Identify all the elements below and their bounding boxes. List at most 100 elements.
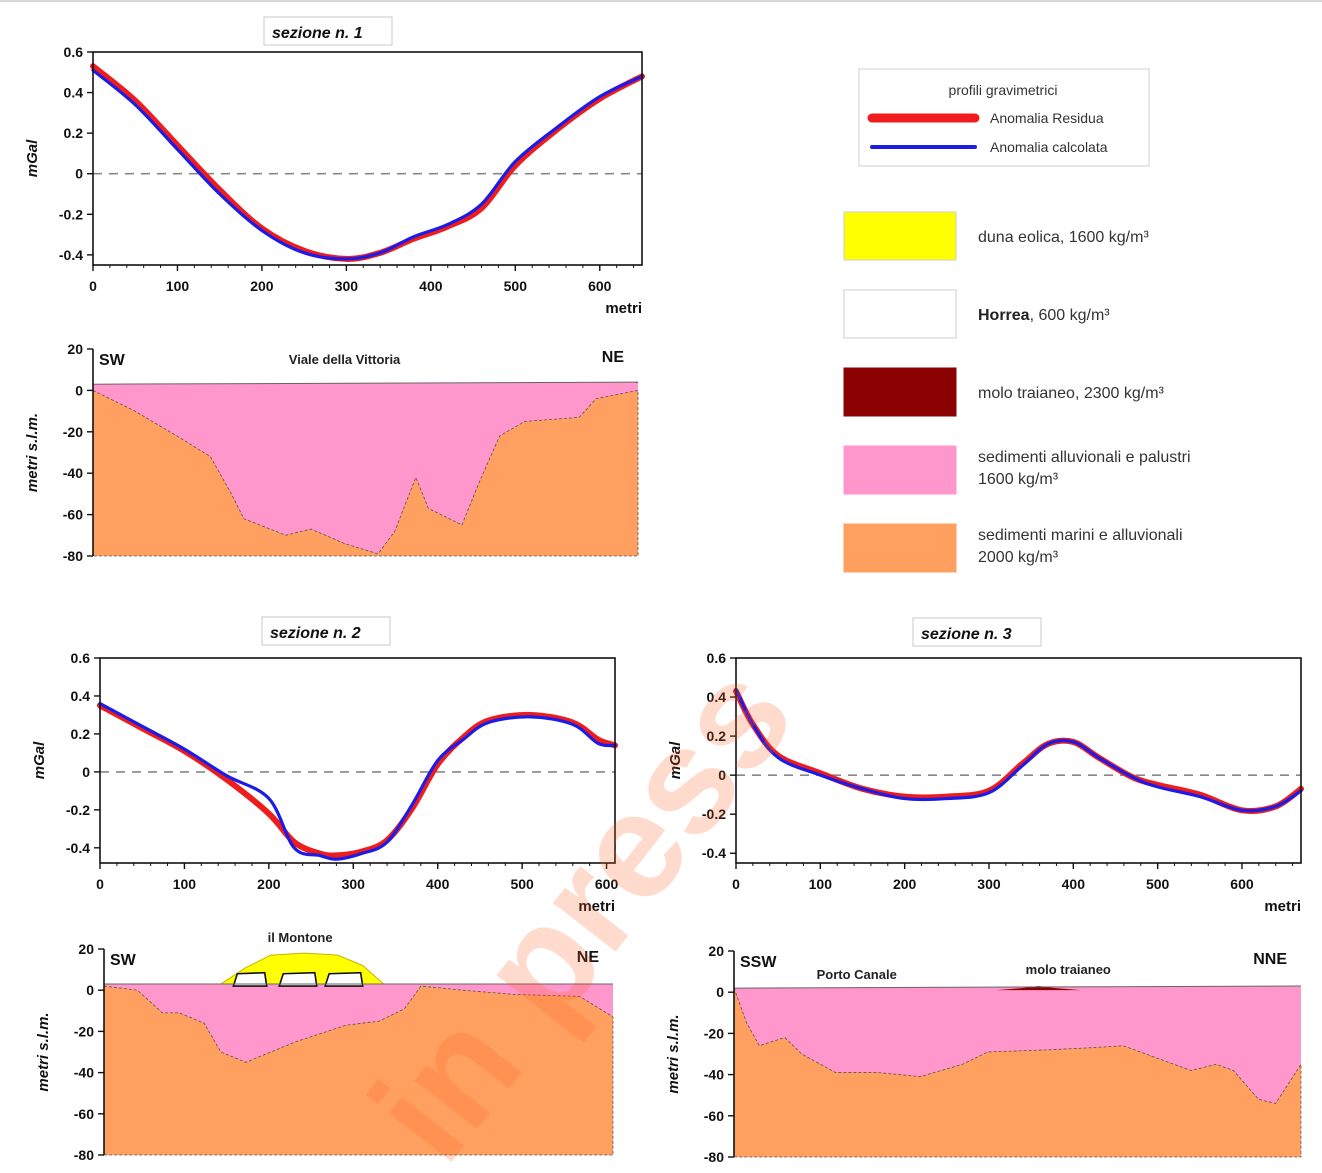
- top-rule: [0, 0, 1322, 2]
- y-tick-label: -0.4: [66, 840, 90, 856]
- plot-frame: [92, 51, 643, 266]
- chart-2: 20 0 -20 -40 -60 -80 metri s.l.m. SW NE Viale del…: [24, 341, 639, 564]
- surface-line: [733, 985, 1302, 989]
- y-tick-label: -20: [704, 1025, 724, 1041]
- x-tick-label: 0: [89, 278, 97, 294]
- legend: profili gravimetrici Anomalia Residua Anom…: [843, 68, 1191, 573]
- y-tick-label: 0.4: [64, 85, 84, 101]
- y-tick-label: -60: [74, 1106, 94, 1122]
- y-tick-label: -0.2: [66, 802, 90, 818]
- y-tick-label: -20: [63, 424, 83, 440]
- x-tick-label: 400: [419, 278, 443, 294]
- x-tick-label: 500: [510, 876, 534, 892]
- x-tick-label: 300: [342, 876, 366, 892]
- y-axis-label: metri s.l.m.: [24, 413, 41, 492]
- horrea-block: [232, 971, 268, 987]
- y-tick-label: 0: [86, 982, 94, 998]
- y-tick-label: 0: [82, 764, 90, 780]
- direction-left: SW: [99, 352, 126, 369]
- x-axis-label: metri: [1264, 898, 1301, 915]
- material-swatch: [843, 211, 957, 261]
- material-label: sedimenti marini e alluvionali: [978, 527, 1183, 544]
- chart-5: sezione n. 3 0 100 200 300 400 500 600 0.6 0.4 0.2…: [667, 617, 1304, 915]
- legend-label: Anomalia calcolata: [990, 139, 1108, 155]
- y-tick-label: -80: [704, 1149, 724, 1165]
- y-tick-label: 0.6: [64, 44, 84, 60]
- legend-label: Anomalia Residua: [990, 110, 1104, 126]
- chart-title-box: [261, 616, 391, 646]
- y-axis-label: metri s.l.m.: [35, 1012, 52, 1091]
- chart-4: 20 0 -20 -40 -60 -80 metri s.l.m. SW NE il Monton…: [35, 930, 614, 1163]
- plot-frame: [99, 657, 616, 864]
- x-tick-label: 0: [96, 876, 104, 892]
- dune-outline: [219, 952, 385, 985]
- y-tick-label: -60: [63, 507, 83, 523]
- horrea-block: [278, 971, 318, 987]
- x-axis-label: metri: [605, 300, 642, 317]
- place-label-2: molo traianeo: [1026, 962, 1111, 977]
- x-tick-label: 0: [732, 876, 740, 892]
- y-axis-label: mGal: [24, 139, 41, 177]
- chart-title: sezione n. 3: [921, 626, 1012, 643]
- legend-title: profili gravimetrici: [949, 82, 1058, 98]
- series-line-calcolata: [91, 68, 644, 261]
- y-tick-label: 0.4: [707, 689, 727, 705]
- x-tick-label: 100: [173, 876, 197, 892]
- marine-sediment-layer: [103, 985, 614, 1156]
- x-tick-label: 600: [595, 876, 619, 892]
- x-tick-label: 100: [166, 278, 190, 294]
- material-swatch: [843, 367, 957, 417]
- chart-title: sezione n. 1: [272, 25, 363, 42]
- direction-right: NE: [577, 949, 600, 966]
- place-label: Porto Canale: [817, 967, 897, 982]
- direction-left: SSW: [740, 954, 777, 971]
- chart-title-box: [912, 617, 1042, 647]
- marine-sediment-layer: [92, 389, 639, 557]
- x-tick-label: 600: [1230, 876, 1254, 892]
- surface-line: [92, 381, 639, 385]
- material-swatch: [843, 445, 957, 495]
- y-tick-label: 0: [75, 166, 83, 182]
- x-tick-label: 500: [1146, 876, 1170, 892]
- horrea-block: [324, 971, 364, 987]
- y-axis-label: mGal: [31, 741, 48, 779]
- y-tick-label: 0.6: [707, 650, 727, 666]
- y-tick-label: -80: [74, 1147, 94, 1163]
- y-tick-label: 0.2: [64, 125, 84, 141]
- x-tick-label: 600: [588, 278, 612, 294]
- y-tick-label: -0.4: [59, 247, 83, 263]
- marine-sediment-layer: [733, 987, 1302, 1158]
- series-line-residua: [90, 63, 645, 262]
- y-tick-label: 0: [716, 984, 724, 1000]
- y-tick-label: 0.2: [71, 726, 91, 742]
- y-tick-label: 0: [75, 382, 83, 398]
- material-swatch: [843, 289, 957, 339]
- direction-left: SW: [110, 952, 137, 969]
- chart-title: sezione n. 2: [270, 625, 361, 642]
- x-tick-label: 400: [426, 876, 450, 892]
- x-tick-label: 500: [504, 278, 528, 294]
- charts: sezione n. 1 0 100 200 300 400 500 600 0.6 0.4 0.2…: [24, 16, 1304, 1165]
- material-label: sedimenti alluvionali e palustri: [978, 449, 1191, 466]
- y-tick-label: -80: [63, 548, 83, 564]
- molo-layer: [996, 986, 1081, 991]
- material-label-bold: Horrea: [978, 307, 1030, 324]
- place-label: Viale della Vittoria: [289, 352, 401, 367]
- y-tick-label: -40: [74, 1065, 94, 1081]
- direction-right: NE: [602, 349, 625, 366]
- y-tick-label: 0.6: [71, 650, 91, 666]
- material-label: Horrea, 600 kg/m³: [978, 307, 1110, 324]
- direction-right: NNE: [1253, 951, 1287, 968]
- x-axis-label: metri: [578, 898, 615, 915]
- y-tick-label: -20: [74, 1023, 94, 1039]
- chart-1: sezione n. 1 0 100 200 300 400 500 600 0.6 0.4 0.2…: [24, 16, 645, 317]
- series-line-calcolata: [98, 701, 617, 861]
- chart-3: sezione n. 2 0 100 200 300 400 500 600 0.6 0.4 0.2…: [31, 616, 619, 915]
- x-tick-label: 200: [893, 876, 917, 892]
- y-axis-label: mGal: [667, 741, 684, 779]
- x-tick-label: 300: [977, 876, 1001, 892]
- y-tick-label: -0.2: [59, 206, 83, 222]
- material-label-2: 2000 kg/m³: [978, 549, 1059, 566]
- series-line-residua: [733, 688, 1304, 815]
